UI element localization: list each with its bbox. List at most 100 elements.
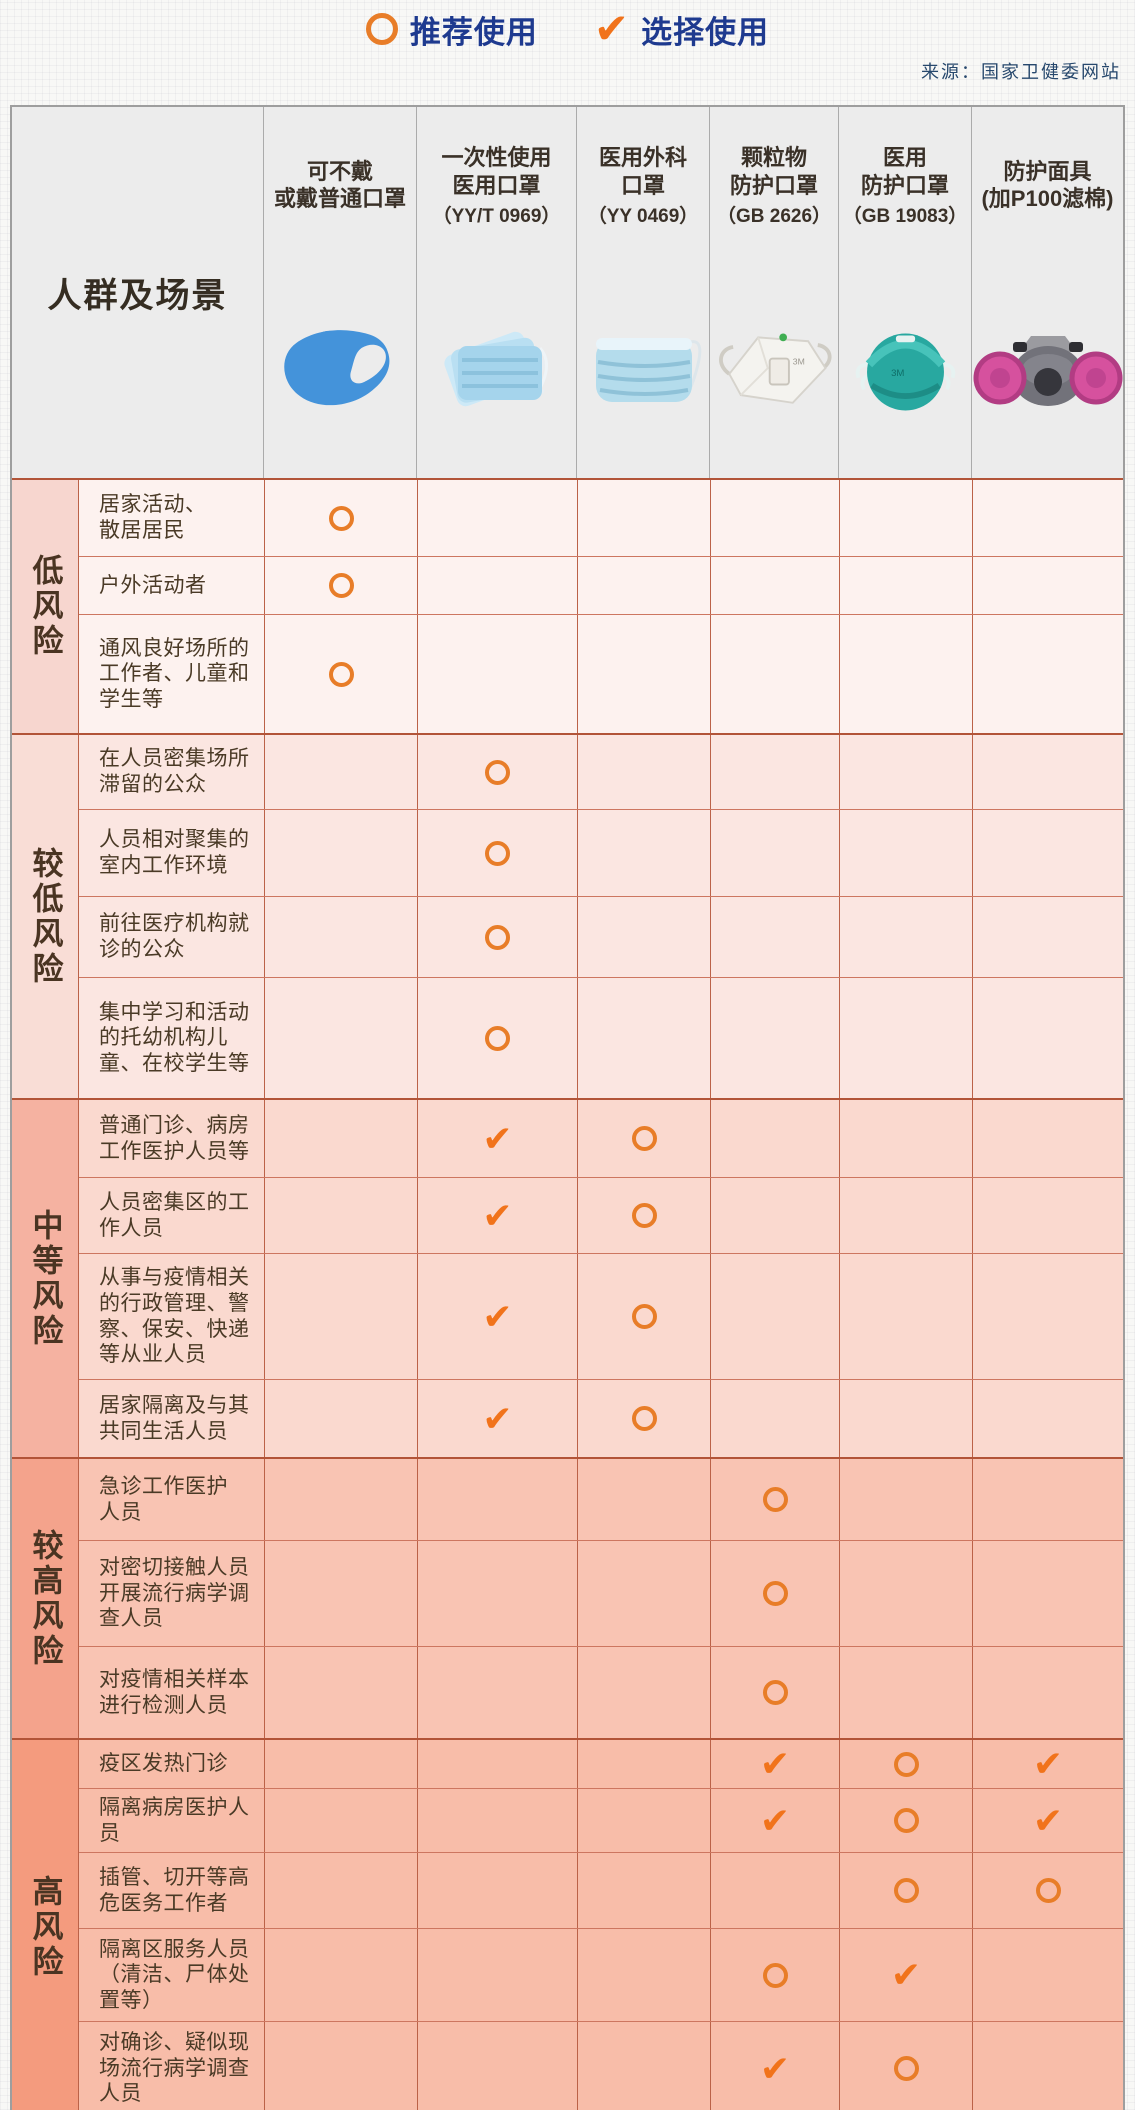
mark-cell — [839, 1647, 972, 1738]
mark-cell — [264, 1789, 417, 1853]
mark-cell — [577, 1929, 710, 2021]
scenario-label: 人员相对聚集的 室内工作环境 — [99, 828, 250, 877]
mark-cell — [972, 1541, 1123, 1646]
risk-group-high: 高风险 疫区发热门诊 隔离病房医护人 员 — [12, 1738, 1123, 2110]
risk-group-higher: 较高风险 急诊工作医护 人员 对密切接触人员 开展流行病学调 查人员 — [12, 1457, 1123, 1738]
mark-cell — [417, 615, 577, 733]
scenario-label: 对密切接触人员 开展流行病学调 查人员 — [99, 1556, 250, 1631]
header-scene-column: 人群及场景 — [12, 107, 263, 478]
mark-cell — [264, 2022, 417, 2110]
mark-cell — [417, 1789, 577, 1853]
mark-cell — [839, 735, 972, 809]
mark-cell — [417, 735, 577, 809]
mark-cell — [710, 1100, 839, 1177]
mark-cell — [264, 557, 417, 614]
circle-mark-icon — [365, 13, 398, 45]
risk-group-lower: 较低风险 在人员密集场所 滞留的公众 人员相对聚集的 室内工作环境 — [12, 733, 1123, 1098]
legend-recommended-label: 推荐使用 — [409, 14, 538, 50]
mark-cell — [839, 615, 972, 733]
mark-cell — [577, 1740, 710, 1788]
mark-cell — [417, 1929, 577, 2021]
header-col-particulate-respirator: 颗粒物 防护口罩 （GB 2626） 3M — [709, 107, 838, 478]
mark-cell — [710, 1541, 839, 1646]
mark-cell — [972, 557, 1123, 614]
mark-cell — [839, 1740, 972, 1788]
risk-level-label: 高风险 — [12, 1740, 79, 2110]
mark-cell — [839, 1100, 972, 1177]
header-col-ordinary-mask: 可不戴 或戴普通口罩 — [263, 107, 416, 478]
mark-cell — [264, 1647, 417, 1738]
table-row: 户外活动者 — [79, 556, 1123, 614]
mark-cell — [972, 735, 1123, 809]
mark-cell — [972, 480, 1123, 556]
risk-level-label: 中等风险 — [12, 1100, 79, 1457]
scenario-label: 在人员密集场所 滞留的公众 — [99, 747, 250, 796]
mark-cell — [577, 735, 710, 809]
svg-text:3M: 3M — [792, 356, 804, 366]
legend-recommended: 推荐使用 — [365, 7, 538, 52]
scenario-label: 对确诊、疑似现 场流行病学调查 人员 — [99, 2031, 250, 2106]
mark-cell — [972, 1789, 1123, 1853]
table-row: 前往医疗机构就 诊的公众 — [79, 896, 1123, 977]
table-row: 隔离病房医护人 员 — [79, 1788, 1123, 1853]
mark-cell — [577, 1100, 710, 1177]
mark-cell — [417, 810, 577, 896]
mark-cell — [839, 1789, 972, 1853]
mark-cell — [839, 1380, 972, 1457]
mark-cell — [264, 1459, 417, 1540]
mark-cell — [577, 1459, 710, 1540]
mark-cell — [264, 810, 417, 896]
mark-cell — [577, 810, 710, 896]
cloth-mask-icon — [264, 265, 416, 478]
scenario-label: 人员密集区的工 作人员 — [99, 1190, 250, 1240]
mark-cell — [710, 1254, 839, 1379]
mark-cell — [417, 1254, 577, 1379]
scenario-label: 对疫情相关样本 进行检测人员 — [99, 1667, 250, 1717]
mark-cell — [417, 978, 577, 1098]
mark-cell — [577, 1853, 710, 1928]
mark-cell — [972, 978, 1123, 1098]
mark-cell — [839, 810, 972, 896]
mark-cell — [577, 480, 710, 556]
svg-text:3M: 3M — [891, 367, 904, 378]
particulate-respirator-icon: 3M — [710, 265, 838, 478]
source-attribution: 来源：国家卫健委网站 — [921, 62, 1121, 82]
risk-group-medium: 中等风险 普通门诊、病房 工作医护人员等 人员密集区的工 作人员 — [12, 1098, 1123, 1457]
mark-cell — [710, 735, 839, 809]
header-col-disposable-medical-mask: 一次性使用 医用口罩 （YY/T 0969） — [416, 107, 576, 478]
mark-cell — [972, 1459, 1123, 1540]
mark-cell — [839, 978, 972, 1098]
mark-cell — [264, 615, 417, 733]
mark-cell — [417, 2022, 577, 2110]
mark-cell — [972, 1254, 1123, 1379]
mark-cell — [417, 1541, 577, 1646]
table-row: 在人员密集场所 滞留的公众 — [79, 735, 1123, 809]
table-header: 人群及场景 可不戴 或戴普通口罩 一次性使用 医 — [12, 107, 1123, 478]
mark-cell — [839, 1541, 972, 1646]
medical-protective-respirator-icon: 3M — [839, 265, 971, 478]
mark-cell — [417, 1647, 577, 1738]
mark-cell — [710, 978, 839, 1098]
mark-cell — [417, 1740, 577, 1788]
mark-cell — [577, 897, 710, 977]
mark-cell — [710, 615, 839, 733]
mark-cell — [264, 1541, 417, 1646]
table-row: 疫区发热门诊 — [79, 1740, 1123, 1788]
mark-cell — [972, 1647, 1123, 1738]
mark-cell — [972, 2022, 1123, 2110]
mark-cell — [264, 480, 417, 556]
mark-cell — [710, 897, 839, 977]
table-row: 对疫情相关样本 进行检测人员 — [79, 1646, 1123, 1738]
mark-cell — [264, 735, 417, 809]
mark-cell — [577, 557, 710, 614]
mark-cell — [577, 1380, 710, 1457]
risk-group-low: 低风险 居家活动、 散居居民 户外活动者 — [12, 478, 1123, 733]
mark-cell — [577, 1647, 710, 1738]
mark-cell — [710, 1740, 839, 1788]
table-row: 普通门诊、病房 工作医护人员等 — [79, 1100, 1123, 1177]
mark-cell — [839, 1853, 972, 1928]
scenario-label: 普通门诊、病房 工作医护人员等 — [99, 1113, 250, 1163]
mark-cell — [972, 1380, 1123, 1457]
mark-cell — [839, 2022, 972, 2110]
